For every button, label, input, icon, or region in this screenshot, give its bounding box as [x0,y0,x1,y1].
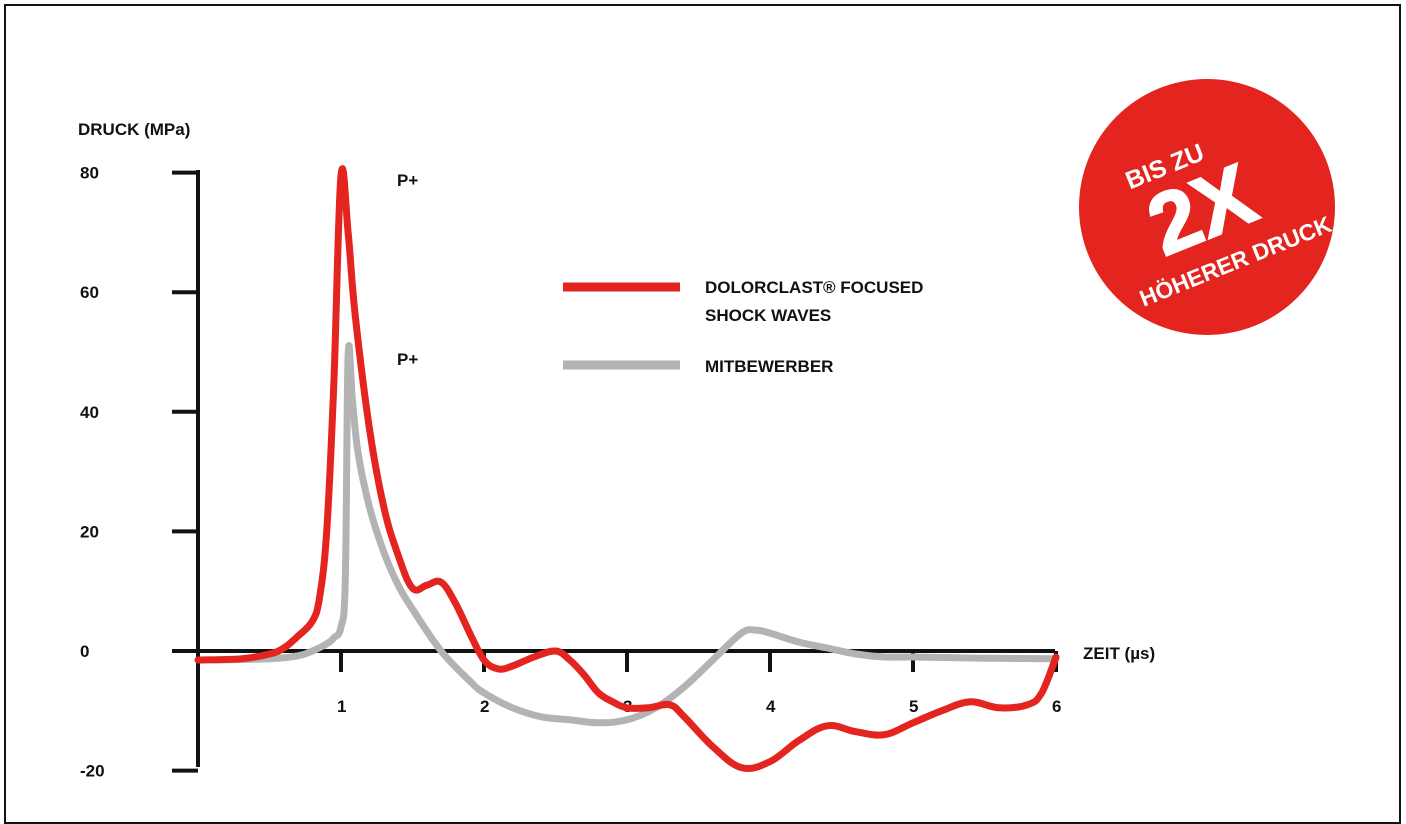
y-tick-label: 0 [80,642,89,661]
y-ticks: 80 60 40 20 0 -20 [80,164,198,781]
y-tick-label: 80 [80,164,99,183]
legend: DOLORCLAST® FOCUSED SHOCK WAVES MITBEWER… [563,278,923,376]
peak-label-mitbewerber: P+ [397,350,418,369]
x-tick-label: 5 [909,697,918,716]
y-tick-label: 20 [80,522,99,541]
x-tick-label: 6 [1052,697,1061,716]
axes [182,170,1055,767]
y-tick-label: 60 [80,283,99,302]
series-layer [194,165,1060,772]
x-tick-label: 4 [766,697,776,716]
x-tick-label: 1 [337,697,346,716]
series-line-mitbewerber [208,342,1060,727]
x-axis-label: ZEIT (µs) [1083,644,1155,663]
badge-2x-pressure: BIS ZU 2X HÖHERER DRUCK [1079,79,1335,335]
y-tick-label: -20 [80,762,105,781]
legend-label-dolorclast-line1: DOLORCLAST® FOCUSED [705,278,923,297]
series-line-dolorclast [194,165,1060,772]
legend-label-dolorclast-line2: SHOCK WAVES [705,306,831,325]
y-tick-label: 40 [80,403,99,422]
x-tick-label: 2 [480,697,489,716]
peak-label-dolorclast: P+ [397,171,418,190]
badge-circle [1079,79,1335,335]
legend-label-mitbewerber: MITBEWERBER [705,357,833,376]
y-axis-label: DRUCK (MPa) [78,120,190,139]
